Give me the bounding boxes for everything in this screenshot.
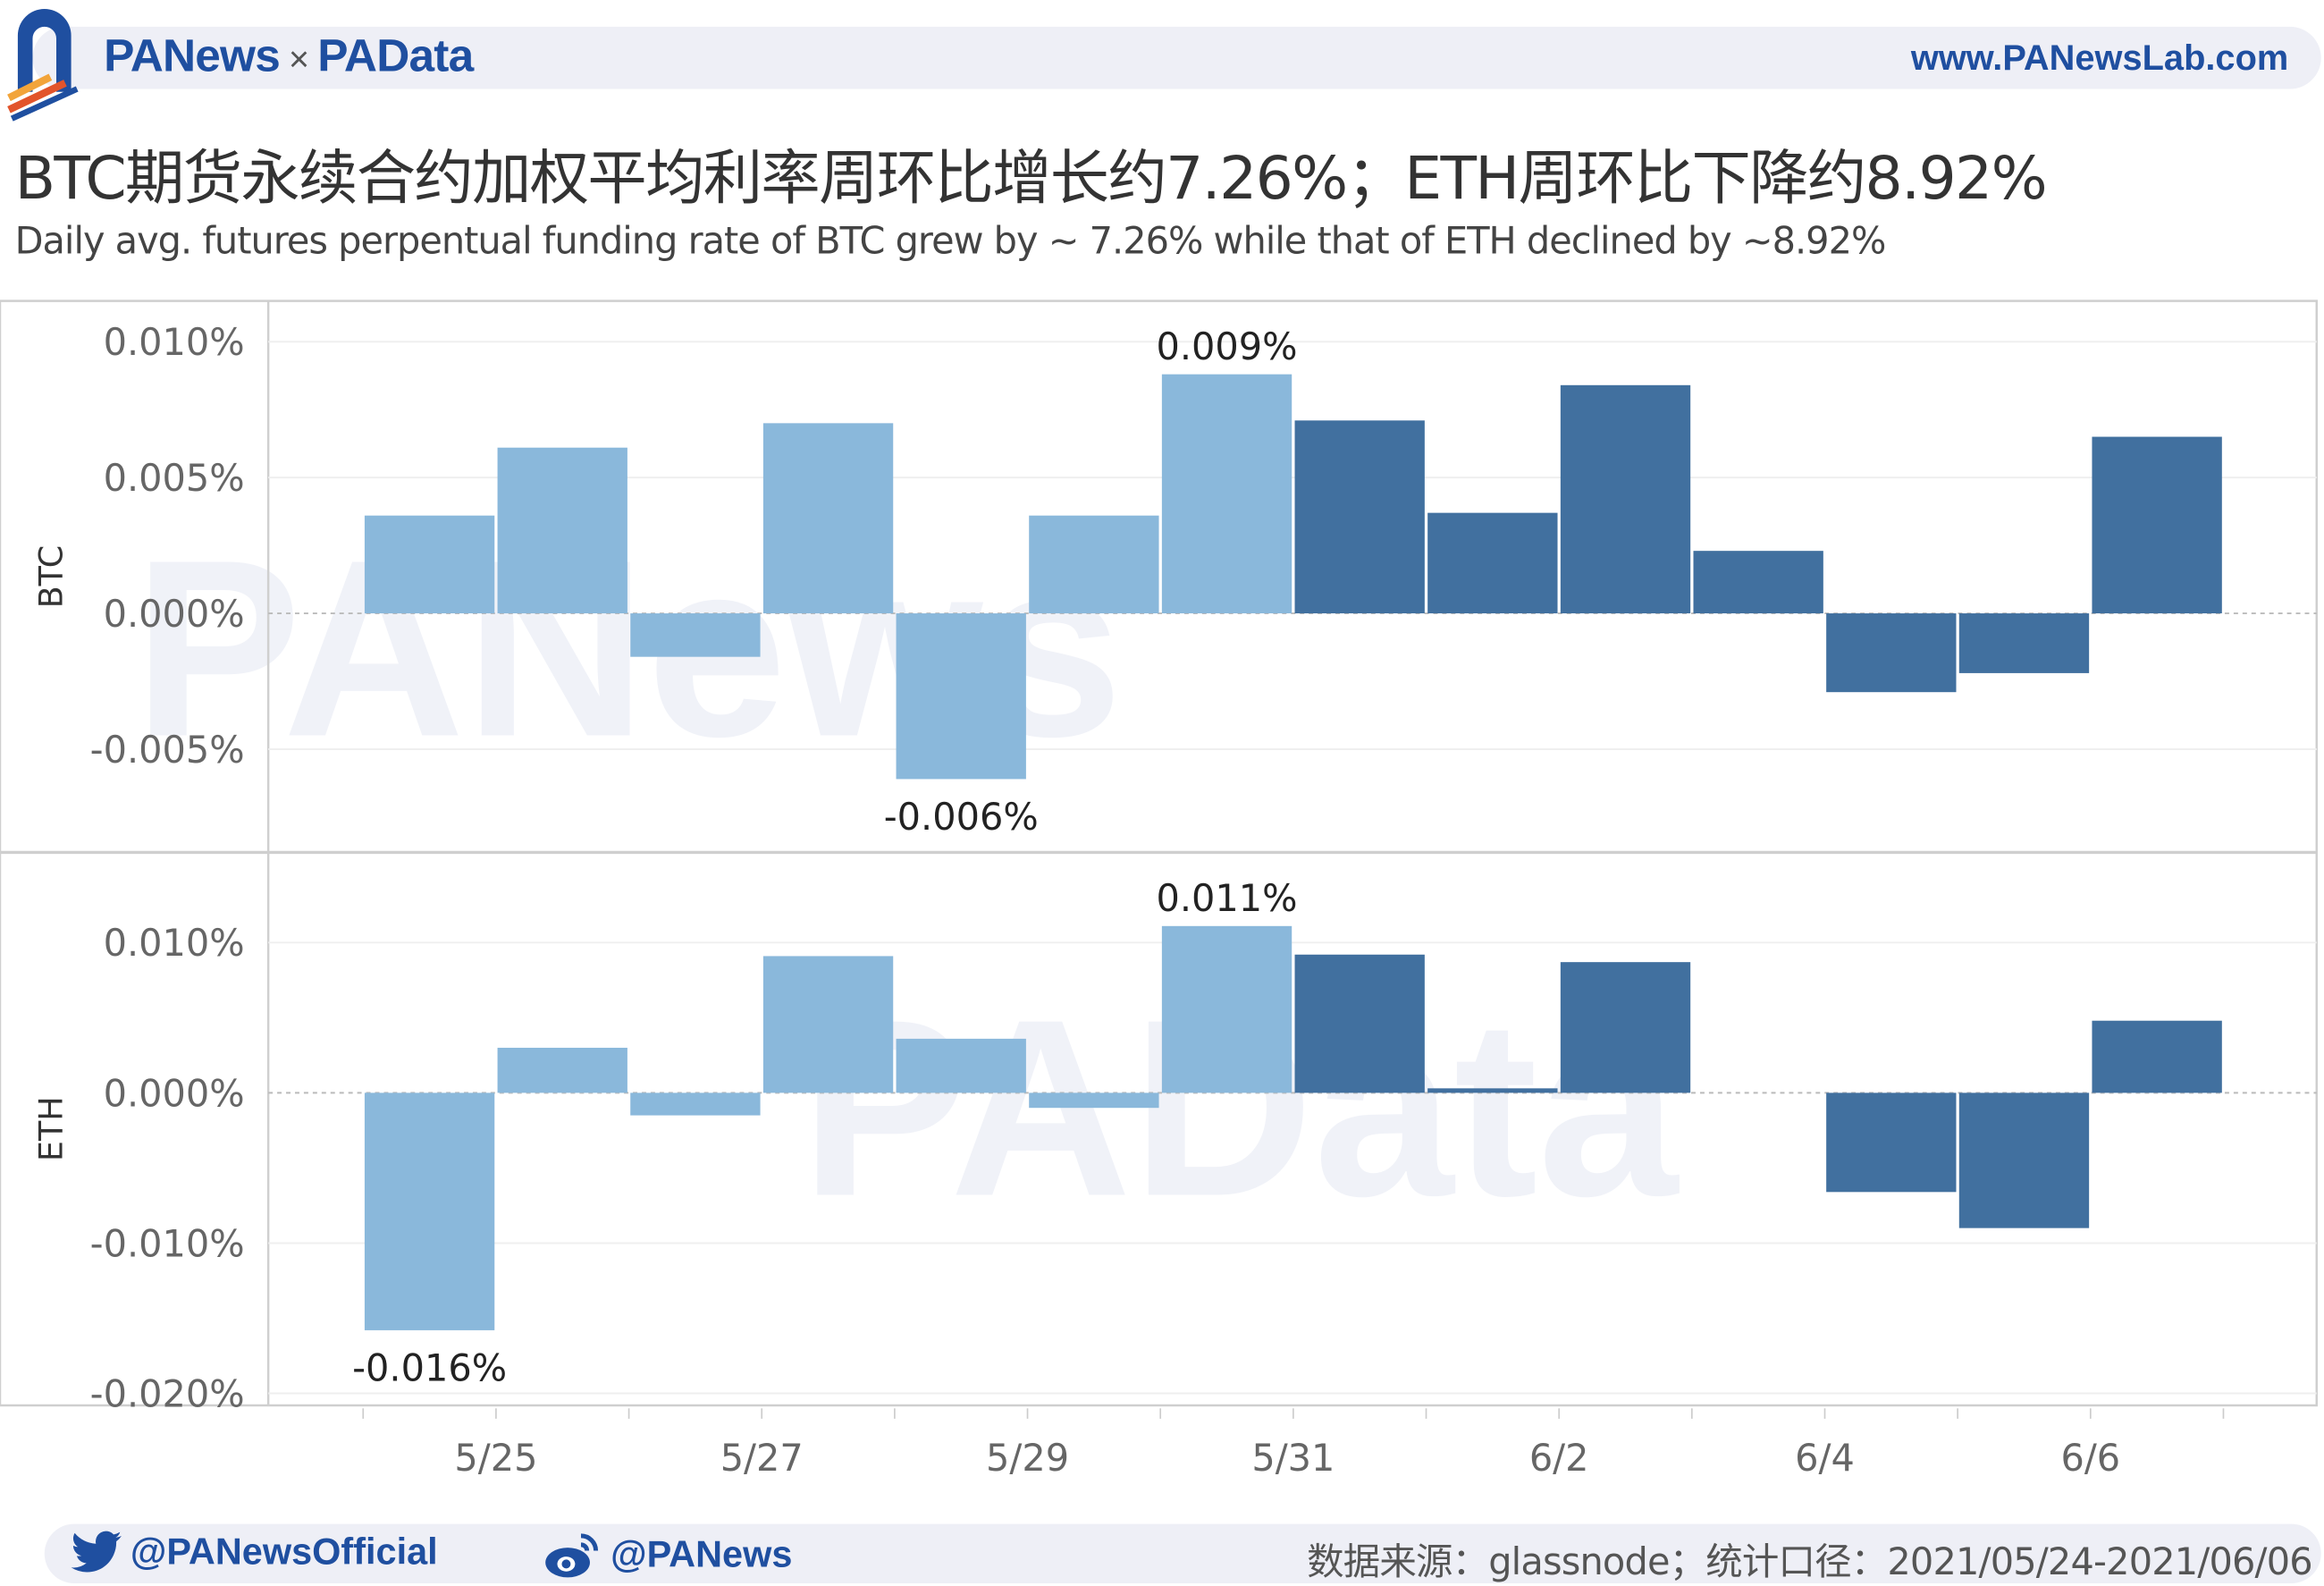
bar-eth-6-5	[1958, 1092, 2090, 1228]
bar-eth-5-25	[497, 1047, 627, 1093]
x-tick-label: 6/6	[2060, 1437, 2120, 1480]
bar-eth-5-27	[762, 956, 894, 1093]
weibo-handle[interactable]: @PANews	[543, 1530, 793, 1580]
brand-logo: PANews × PAData	[104, 30, 474, 82]
bar-eth-5-29	[1029, 1092, 1159, 1109]
y-tick-label: 0.000%	[104, 593, 245, 636]
y-tick-label: -0.010%	[90, 1222, 245, 1265]
weibo-handle-text: @PANews	[610, 1533, 793, 1575]
bar-btc-5-30	[1161, 374, 1293, 614]
x-tick-label: 5/25	[454, 1437, 537, 1480]
bar-eth-5-28	[896, 1038, 1026, 1093]
bar-btc-6-2	[1560, 384, 1691, 614]
twitter-handle[interactable]: @PANewsOfficial	[71, 1530, 438, 1574]
bar-eth-6-6	[2092, 1020, 2222, 1093]
bar-eth-5-24	[364, 1092, 495, 1330]
footer-bar	[44, 1523, 2321, 1583]
bar-eth-6-4	[1826, 1092, 1957, 1193]
bar-btc-6-5	[1958, 613, 2090, 673]
panews-logo-icon	[7, 8, 79, 122]
bar-eth-5-26	[630, 1092, 761, 1116]
header-bar	[32, 26, 2321, 89]
panel-label-btc: BTC	[32, 545, 71, 609]
x-tick-label: 6/2	[1529, 1437, 1589, 1480]
chart-subtitle: Daily avg. futures perpentual funding ra…	[14, 219, 1887, 263]
bar-eth-5-31	[1294, 954, 1425, 1093]
x-tick-label: 5/29	[986, 1437, 1069, 1480]
bar-btc-6-4	[1826, 613, 1957, 693]
twitter-bird-icon	[71, 1531, 122, 1573]
data-label: -0.006%	[884, 796, 1039, 839]
y-tick-label: -0.020%	[90, 1372, 245, 1415]
x-tick-label: 6/4	[1795, 1437, 1855, 1480]
y-tick-label: 0.010%	[104, 922, 245, 965]
x-tick-label: 5/31	[1251, 1437, 1335, 1480]
data-label: 0.009%	[1157, 325, 1298, 368]
website-link[interactable]: www.PANewsLab.com	[1910, 38, 2289, 79]
data-source: 数据来源：glassnode；统计口径：2021/05/24-2021/06/0…	[1307, 1540, 2313, 1583]
bar-btc-5-26	[630, 613, 761, 657]
bar-btc-5-24	[364, 515, 495, 614]
bar-eth-5-30	[1161, 925, 1293, 1093]
bar-btc-6-3	[1693, 551, 1823, 614]
bar-btc-5-28	[896, 613, 1026, 780]
data-label: 0.011%	[1157, 877, 1298, 920]
panel-label-eth: ETH	[32, 1096, 71, 1161]
x-tick-label: 5/27	[720, 1437, 804, 1480]
bar-eth-6-2	[1560, 962, 1691, 1093]
y-tick-label: 0.000%	[104, 1072, 245, 1115]
chart-title: BTC期货永续合约加权平均利率周环比增长约7.26%；ETH周环比下降约8.92…	[14, 145, 2048, 214]
y-tick-label: -0.005%	[90, 729, 245, 772]
twitter-handle-text: @PANewsOfficial	[130, 1531, 438, 1573]
bar-btc-6-6	[2092, 436, 2222, 614]
bar-btc-5-25	[497, 447, 627, 614]
data-label: -0.016%	[352, 1346, 507, 1389]
bar-btc-5-27	[762, 423, 894, 614]
funding-rate-chart: 0.010% 0.005% 0.000% -0.005% BTC -0.006% 0.009…	[0, 299, 2319, 1480]
bar-btc-5-31	[1294, 420, 1425, 614]
weibo-icon	[545, 1533, 599, 1578]
y-tick-label: 0.010%	[104, 321, 245, 364]
bar-btc-5-29	[1029, 515, 1159, 614]
bar-btc-6-1	[1427, 512, 1558, 614]
bar-eth-6-1	[1427, 1088, 1558, 1093]
y-tick-label: 0.005%	[104, 457, 245, 500]
